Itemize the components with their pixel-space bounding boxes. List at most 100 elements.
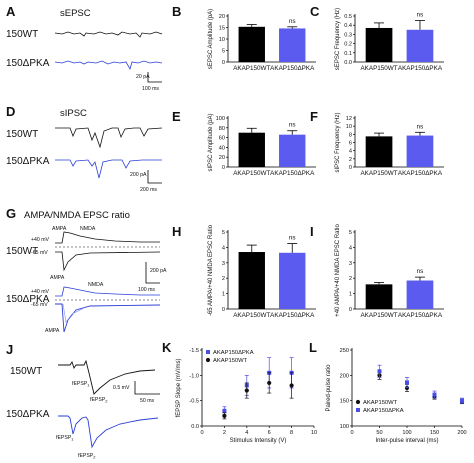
bar-pka — [406, 29, 434, 62]
x-axis-label: Stimulus Intensity (V) — [230, 438, 287, 444]
nmda-label-wt: NMDA — [80, 226, 96, 232]
y-tick-label: 0.4 — [344, 23, 352, 29]
voltage-pos-wt: +40 mV — [31, 237, 50, 243]
significance-label: ns — [289, 18, 296, 25]
bar-wt — [365, 284, 393, 309]
category-label: AKAP150ΔPKA — [270, 312, 315, 319]
y-tick-label: 8 — [349, 132, 352, 138]
scale-bar-g — [145, 262, 160, 284]
scale-bar-j — [134, 381, 160, 395]
y-axis-label: fEPSP Slope (mV/ms) — [176, 359, 182, 418]
point-pka — [405, 380, 409, 385]
panel-label-c: C — [310, 4, 320, 19]
scale-x-d: 200 ms — [140, 187, 157, 193]
scale-y-d: 200 pA — [130, 172, 147, 178]
y-tick-label: 15 — [219, 26, 225, 32]
y-tick-label: 3 — [349, 261, 352, 267]
bar-wt — [365, 27, 393, 62]
legend-label: AKAP150ΔPKA — [363, 408, 404, 414]
panel-label-l: L — [309, 340, 317, 355]
x-tick-label: 10 — [311, 430, 317, 436]
condition-label-pka: 150ΔPKA — [6, 294, 50, 305]
scale-y-g: 200 pA — [150, 268, 167, 274]
y-tick-label: 0 — [222, 165, 225, 171]
ampa-label-wt-top: AMPA — [52, 226, 67, 232]
x-tick-label: 8 — [290, 430, 293, 436]
category-label: AKAP150WT — [360, 65, 397, 72]
bar-pka — [279, 134, 306, 167]
panel-a: A sEPSC 150WT 150ΔPKA 20 pA 100 ms — [6, 4, 163, 92]
bar-pka — [279, 252, 306, 309]
voltage-neg-pka: -65 mV — [31, 302, 48, 308]
panel-label-a: A — [6, 4, 16, 19]
condition-label-wt: 150WT — [10, 366, 42, 377]
y-tick-label: 200 — [340, 373, 349, 379]
condition-label-wt: 150WT — [6, 29, 38, 40]
x-tick-label: 6 — [268, 430, 271, 436]
scale-x-g: 100 ms — [138, 287, 155, 293]
nmda-label-pka: NMDA — [88, 282, 104, 288]
y-tick-label: 20 — [219, 14, 225, 20]
category-label: AKAP150WT — [233, 170, 270, 177]
panel-label-h: H — [172, 224, 181, 239]
bar-pka — [406, 280, 434, 309]
y-tick-label: 3 — [222, 261, 225, 267]
y-axis-label: sIPSC Frequency (Hz) — [335, 112, 341, 172]
trace-pka-ampa-nmda-pos — [55, 286, 160, 297]
y-tick-label: 5 — [349, 230, 352, 236]
point-wt — [289, 383, 294, 388]
trace-pka-sepsc — [54, 60, 163, 71]
panel-label-d: D — [6, 104, 15, 119]
ampa-label-wt-bottom: AMPA — [50, 275, 65, 281]
x-tick-label: 2 — [223, 430, 226, 436]
significance-label: ns — [289, 122, 296, 129]
scale-bar-d — [147, 170, 162, 184]
trace-wt-sepsc — [54, 31, 163, 38]
chart-l-paired-pulse: L 0 50 100 150 200 100 150 200 250 Inter-pulse int… — [309, 340, 467, 444]
chart-k-fepsp-slope: K 0 2 4 6 8 10 0.0 -0.5 -1.0 -1.5 Stimulus Intensit… — [162, 340, 317, 444]
y-tick-label: 60 — [219, 136, 225, 142]
x-tick-label: 4 — [245, 430, 248, 436]
significance-label: ns — [417, 123, 424, 130]
panel-label-k: K — [162, 340, 172, 355]
category-label: AKAP150ΔPKA — [398, 65, 443, 72]
y-tick-label: 5 — [222, 49, 225, 55]
y-tick-label: 100 — [340, 424, 349, 430]
voltage-pos-pka: +40 mV — [31, 289, 50, 295]
trace-wt-sipsc — [55, 127, 163, 149]
panel-j: J 150WT 150ΔPKA fEPSP1 fEPSP2 0.5 mV 50 … — [6, 342, 160, 460]
legend-marker-pka — [206, 350, 210, 354]
x-tick-label: 100 — [402, 430, 411, 436]
fepsp2-label-wt: fEPSP2 — [90, 397, 108, 404]
y-axis-label: sEPSC Amplitude (pA) — [208, 9, 214, 69]
condition-label-pka: 150ΔPKA — [6, 156, 50, 167]
ampa-label-pka: AMPA — [45, 328, 60, 334]
y-tick-label: 1 — [222, 292, 225, 298]
x-tick-label: 50 — [376, 430, 382, 436]
y-tick-label: 10 — [346, 124, 352, 130]
x-tick-label: 0 — [350, 430, 353, 436]
trace-wt-ampa-neg — [55, 251, 161, 272]
panel-d: D sIPSC 150WT 150ΔPKA 200 pA 200 ms — [6, 104, 163, 193]
point-wt — [267, 380, 272, 386]
y-tick-label: 40 — [219, 145, 225, 151]
scale-y-j: 0.5 mV — [113, 385, 130, 391]
bar-wt — [238, 26, 265, 63]
y-tick-label: 5 — [222, 230, 225, 236]
x-tick-label: 150 — [430, 430, 439, 436]
panel-label-b: B — [172, 4, 181, 19]
category-label: AKAP150ΔPKA — [270, 65, 315, 72]
y-tick-label: -1.0 — [189, 373, 199, 379]
fepsp1-text-wt: fEPSP — [72, 381, 88, 387]
fepsp1-sub-wt: 1 — [87, 383, 90, 388]
panel-label-e: E — [172, 109, 181, 124]
y-axis-label: Paired-pulse ratio — [326, 364, 332, 412]
category-label: AKAP150ΔPKA — [398, 312, 443, 319]
bar-wt — [238, 252, 265, 309]
legend-marker-wt — [355, 399, 361, 405]
y-tick-label: 2 — [349, 276, 352, 282]
scale-bar-a — [147, 72, 162, 83]
significance-label: ns — [417, 268, 424, 275]
